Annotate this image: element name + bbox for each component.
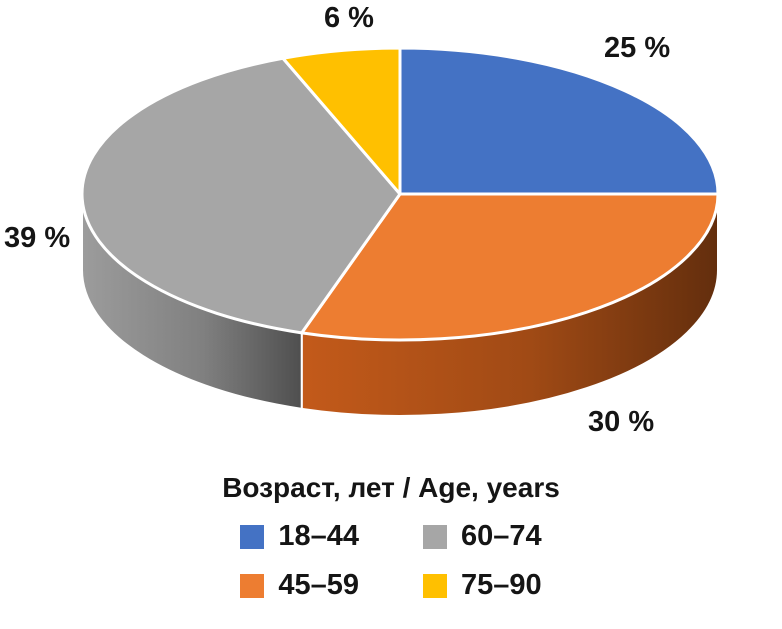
slice-label-60-74: 39 % xyxy=(4,222,71,254)
pie-slice-60–74 xyxy=(80,56,402,335)
legend-item-45-59: 45–59 xyxy=(240,569,359,602)
legend-swatch-45-59 xyxy=(240,573,265,598)
legend-label-75-90: 75–90 xyxy=(461,569,542,601)
pie-slice-75–90 xyxy=(281,46,402,196)
slice-label-75-90: 6 % xyxy=(324,2,374,34)
legend-title: Возраст, лет / Age, years xyxy=(222,472,560,503)
slice-label-45-59: 30 % xyxy=(588,406,655,438)
legend-item-18-44: 18–44 xyxy=(240,520,359,553)
pie-chart-area: 6 % 25 % 39 % 30 % xyxy=(4,2,720,438)
legend-label-45-59: 45–59 xyxy=(278,569,359,601)
legend-swatch-18-44 xyxy=(240,524,265,549)
slice-label-18-44: 25 % xyxy=(604,32,671,64)
legend-label-60-74: 60–74 xyxy=(461,520,542,552)
legend: 18–44 60–74 45–59 75–90 xyxy=(240,520,542,602)
pie-3d-graphic xyxy=(80,46,720,417)
pie-slice-45–59 xyxy=(300,192,720,342)
pie-slice-18–44 xyxy=(398,46,720,196)
legend-swatch-60-74 xyxy=(423,524,447,549)
legend-block: Возраст, лет / Age, years 18–44 60–74 45… xyxy=(0,472,782,602)
legend-item-75-90: 75–90 xyxy=(423,569,542,602)
legend-label-18-44: 18–44 xyxy=(278,520,359,552)
legend-item-60-74: 60–74 xyxy=(423,520,542,553)
legend-swatch-75-90 xyxy=(423,573,447,598)
